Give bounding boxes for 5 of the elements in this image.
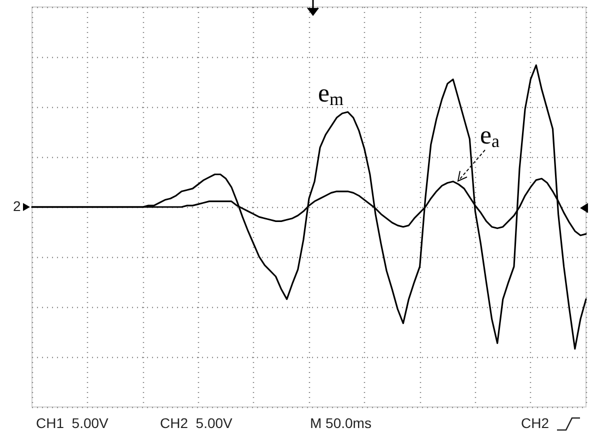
text: M 50.0ms xyxy=(310,415,372,431)
text: CH1 5.00V xyxy=(36,415,110,431)
text: 2 xyxy=(13,198,21,214)
text: CH2 5.00V xyxy=(160,415,234,431)
text: CH2 xyxy=(521,415,550,431)
